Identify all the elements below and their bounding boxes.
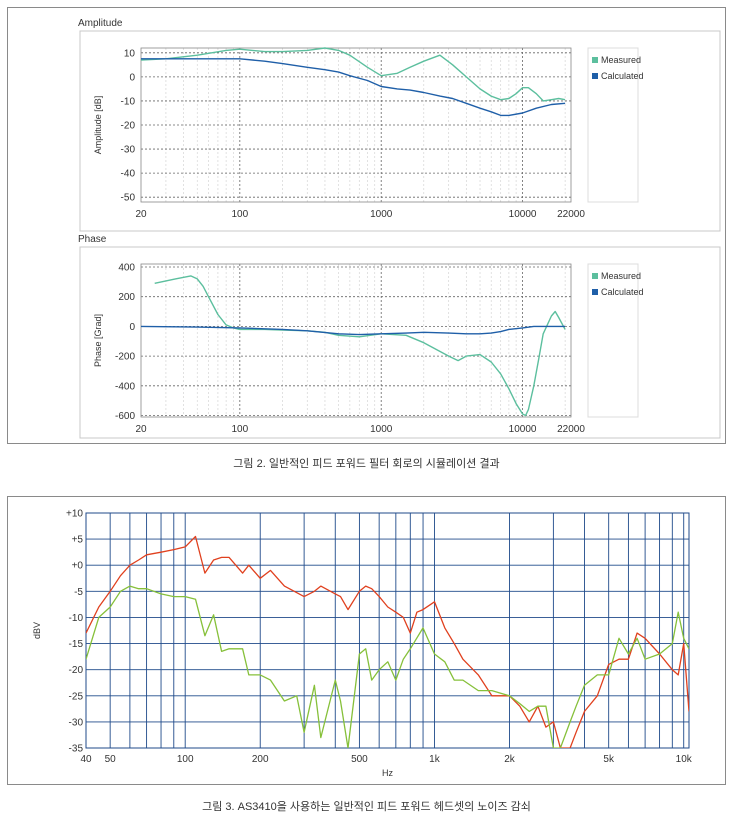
x-tick-label: 1k <box>429 754 441 765</box>
legend-box <box>587 47 639 203</box>
y-tick-label: -25 <box>69 691 84 702</box>
series-line-measured <box>140 47 566 102</box>
x-tick-label: 5k <box>603 754 615 765</box>
x-axis-title: Hz <box>382 768 393 778</box>
y-tick-label: -30 <box>69 717 84 728</box>
x-tick-label: 1000 <box>370 209 393 220</box>
x-tick-label: 50 <box>105 754 117 765</box>
series-line-measured <box>154 275 566 417</box>
x-tick-label: 10000 <box>509 424 537 435</box>
figure-2-frame: Amplitude 10 0 -10 -20 -30 -40 -50 20 100 1000 1000… <box>7 7 726 444</box>
y-tick-label: -600 <box>115 411 135 422</box>
noise-series-line-green <box>86 585 689 748</box>
x-tick-label: 10k <box>676 754 693 765</box>
chart-panel-title: Phase <box>78 234 107 245</box>
y-tick-label: +5 <box>72 535 84 546</box>
y-tick-label: -15 <box>69 639 84 650</box>
x-tick-label: 200 <box>252 754 269 765</box>
x-tick-label: 22000 <box>557 424 585 435</box>
chart-panel-title: Amplitude <box>78 18 123 29</box>
y-tick-label: -20 <box>69 665 84 676</box>
legend-box <box>587 263 639 418</box>
y-tick-label: 0 <box>129 72 135 83</box>
x-tick-label: 100 <box>231 424 248 435</box>
y-tick-label: -20 <box>121 121 136 132</box>
y-axis-title: Phase [Grad] <box>93 314 103 367</box>
y-tick-label: -200 <box>115 352 135 363</box>
y-axis-title: dBV <box>32 622 42 639</box>
y-tick-label: 0 <box>129 322 135 333</box>
y-tick-label: -10 <box>121 96 136 107</box>
y-tick-label: -30 <box>121 145 136 156</box>
y-axis-title: Amplitude [dB] <box>93 96 103 155</box>
legend-label: Measured <box>601 271 641 281</box>
x-tick-label: 100 <box>177 754 194 765</box>
legend-swatch <box>592 273 598 279</box>
x-tick-label: 100 <box>231 209 248 220</box>
legend-swatch <box>592 73 598 79</box>
y-tick-label: -10 <box>69 613 84 624</box>
x-tick-label: 22000 <box>557 209 585 220</box>
y-tick-label: 400 <box>118 262 135 273</box>
series-line-calculated <box>141 58 566 117</box>
figure-2-caption: 그림 2. 일반적인 피드 포워드 필터 회로의 시뮬레이션 결과 <box>233 458 500 470</box>
x-tick-label: 20 <box>135 209 147 220</box>
y-tick-label: -40 <box>121 169 136 180</box>
y-tick-label: -400 <box>115 381 135 392</box>
x-tick-label: 2k <box>504 754 516 765</box>
y-tick-label: +0 <box>72 561 84 572</box>
legend-swatch <box>592 57 598 63</box>
legend-label: Calculated <box>601 71 644 81</box>
figure-3-caption: 그림 3. AS3410을 사용하는 일반적인 피드 포워드 헤드셋의 노이즈 … <box>202 801 531 813</box>
y-tick-label: 200 <box>118 292 135 303</box>
noise-series-line-red <box>86 535 689 748</box>
x-tick-label: 1000 <box>370 424 393 435</box>
plot-area-border <box>140 47 572 203</box>
plot-area-border <box>140 263 572 418</box>
y-tick-label: 10 <box>124 48 136 59</box>
x-tick-label: 500 <box>351 754 368 765</box>
x-tick-label: 40 <box>80 754 92 765</box>
figure-3-frame: +10 +5 +0 -5 -10 -15 -20 -25 -30 -35 40 50 100 200 500… <box>7 496 726 785</box>
x-tick-label: 10000 <box>509 209 537 220</box>
chart-panel-border <box>79 246 721 439</box>
legend-label: Calculated <box>601 287 644 297</box>
y-tick-label: -35 <box>69 744 84 755</box>
legend-swatch <box>592 289 598 295</box>
plot-area-border <box>85 512 690 749</box>
y-tick-label: -50 <box>121 193 136 204</box>
y-tick-label: -5 <box>74 587 83 598</box>
legend-label: Measured <box>601 55 641 65</box>
series-line-calculated <box>140 325 566 336</box>
x-tick-label: 20 <box>135 424 147 435</box>
chart-panel-border <box>79 30 721 232</box>
y-tick-label: +10 <box>66 509 83 520</box>
